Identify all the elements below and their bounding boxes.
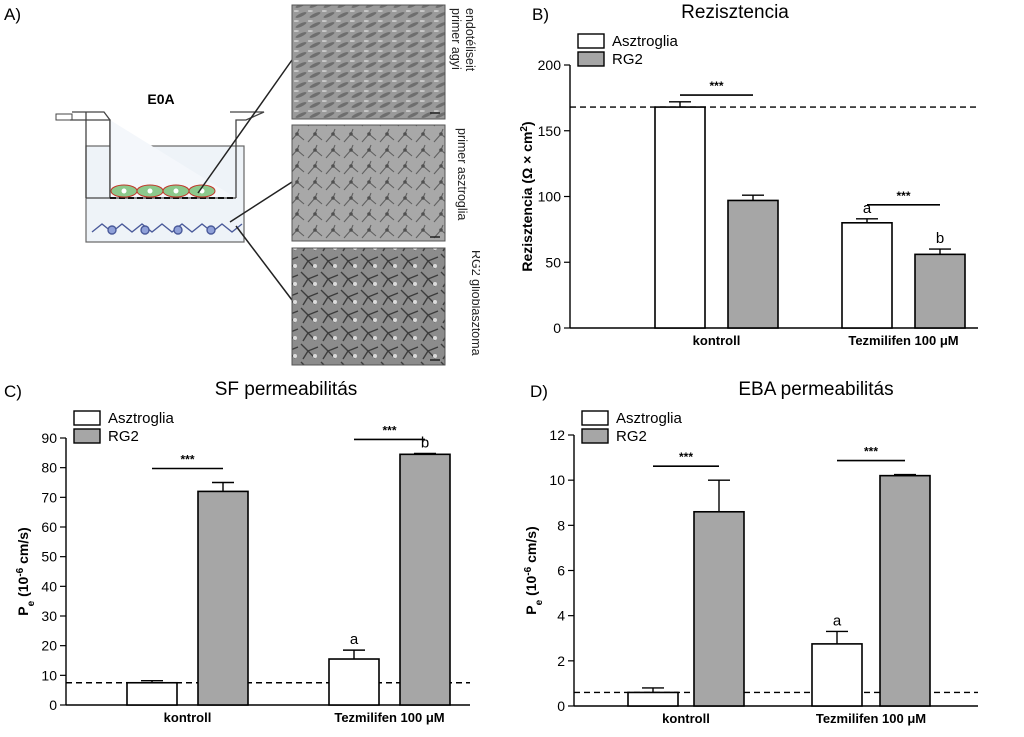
category-label: Tezmilifen 100 μM	[848, 333, 958, 348]
connector-line	[197, 59, 293, 194]
letter-annotation: a	[833, 612, 842, 629]
y-tick-label: 2	[557, 653, 565, 669]
y-tick-label: 90	[41, 430, 57, 446]
y-tick-label: 80	[41, 460, 57, 476]
y-tick-label: 0	[557, 698, 565, 714]
y-tick-label: 70	[41, 489, 57, 505]
y-tick-label: 50	[545, 254, 561, 270]
bar	[727, 199, 779, 329]
insert-label: E0A	[147, 91, 174, 107]
legend-swatch	[577, 51, 605, 67]
chart-title: Rezisztencia	[681, 2, 789, 23]
glial-cells	[91, 223, 243, 235]
panel-letter: C)	[4, 382, 22, 401]
micrograph-astroglia	[291, 124, 446, 242]
bar	[126, 681, 178, 706]
bar	[914, 253, 966, 329]
transwell-insert-drawing: E0A	[55, 59, 293, 301]
micrograph-label: endotéliseit	[463, 8, 477, 72]
y-tick-label: 8	[557, 517, 565, 533]
category-label: Tezmilifen 100 μM	[334, 710, 444, 725]
chart-title: SF permeabilitás	[215, 379, 358, 400]
significance-label: ***	[864, 445, 878, 459]
micrograph-rg2	[291, 247, 446, 366]
legend-swatch	[577, 33, 605, 49]
chart-title: EBA permeabilitás	[738, 379, 893, 400]
significance-label: ***	[382, 423, 396, 437]
panel-letter: D)	[530, 382, 548, 401]
legend-label: RG2	[108, 428, 139, 445]
y-axis-label: Pe (10-6 cm/s)	[523, 526, 545, 614]
bar	[328, 658, 380, 706]
chart-b-rezisztencia: B) Rezisztencia 0 50 100 150 200 Rezisztencia (…	[520, 2, 978, 348]
connector-line	[235, 225, 293, 301]
panel-a-letter: A)	[4, 5, 21, 24]
micrograph-label: RG2 glioblasztóma	[469, 250, 480, 356]
y-tick-label: 10	[549, 472, 565, 488]
connector-line	[229, 181, 293, 223]
chart-d-eba-permeabilitas: D) EBA permeabilitás 0 2 4 6 8 10 12 Pe (10-6 cm/…	[523, 379, 978, 726]
significance-label: ***	[709, 79, 723, 93]
legend-swatch	[581, 428, 609, 444]
category-label: Tezmilifen 100 μM	[816, 711, 926, 726]
y-tick-label: 12	[549, 427, 565, 443]
bar	[627, 691, 679, 707]
y-axis-label: Pe (10-6 cm/s)	[15, 527, 37, 615]
significance-label: ***	[896, 189, 910, 203]
y-tick-label: 40	[41, 578, 57, 594]
bar	[811, 643, 863, 707]
legend-label: Asztroglia	[612, 33, 679, 50]
letter-annotation: b	[421, 434, 429, 451]
y-tick-label: 100	[538, 189, 562, 205]
y-tick-label: 0	[49, 697, 57, 713]
y-tick-label: 10	[41, 667, 57, 683]
legend-swatch	[73, 410, 101, 426]
category-label: kontroll	[693, 333, 741, 348]
legend-label: Asztroglia	[108, 410, 175, 427]
micrograph-label: primer asztroglia	[455, 128, 469, 220]
significance-label: ***	[679, 450, 693, 464]
bar	[879, 474, 931, 707]
legend-swatch	[73, 428, 101, 444]
y-tick-label: 30	[41, 608, 57, 624]
panel-letter: B)	[532, 5, 549, 24]
micrograph-endothelial	[291, 4, 446, 120]
legend-label: Asztroglia	[616, 410, 683, 427]
micrograph-label: primer agyi	[449, 8, 463, 70]
legend-label: RG2	[616, 428, 647, 445]
y-tick-label: 0	[553, 320, 561, 336]
panel-a-diagram: A) E0A	[4, 4, 480, 366]
legend-label: RG2	[612, 51, 643, 68]
y-tick-label: 200	[538, 57, 562, 73]
significance-label: ***	[180, 453, 194, 467]
letter-annotation: b	[936, 230, 944, 247]
bar	[693, 510, 745, 707]
bar	[654, 106, 706, 329]
y-axis-label: Rezisztencia (Ω × cm2)	[520, 121, 535, 271]
bar	[841, 222, 893, 329]
bar	[399, 453, 451, 706]
category-label: kontroll	[164, 710, 212, 725]
y-tick-label: 50	[41, 549, 57, 565]
legend-swatch	[581, 410, 609, 426]
y-tick-label: 60	[41, 519, 57, 535]
chart-c-sf-permeabilitas: C) SF permeabilitás 0 10 20 30 40 50 60 70 80 90 Pe …	[4, 379, 470, 725]
letter-annotation: a	[350, 631, 359, 648]
y-tick-label: 150	[538, 123, 562, 139]
y-tick-label: 4	[557, 608, 565, 624]
category-label: kontroll	[662, 711, 710, 726]
bar	[197, 490, 249, 706]
letter-annotation: a	[863, 200, 872, 217]
y-tick-label: 6	[557, 563, 565, 579]
y-tick-label: 20	[41, 638, 57, 654]
